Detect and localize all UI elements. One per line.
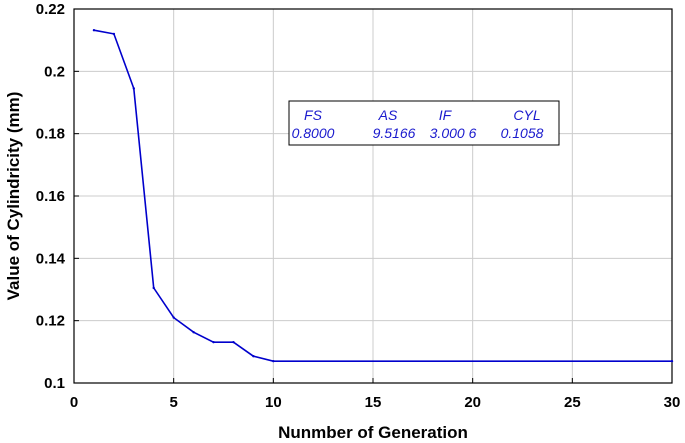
x-axis-title: Nunmber of Generation <box>278 423 468 442</box>
y-axis-title: Value of Cylindricity (mm) <box>4 92 23 301</box>
data-point <box>670 359 674 363</box>
y-tick-label: 0.16 <box>36 188 65 205</box>
data-point <box>132 87 135 90</box>
annotation-frame <box>288 100 560 146</box>
axis-ticks: 0 5 10 15 20 25 30 0.1 0.12 0.14 0.16 0.18 0.2 0.22 <box>36 1 681 411</box>
annotation-value-as: 9.5166 <box>373 125 416 141</box>
x-tick-label: 30 <box>664 394 681 411</box>
annotation-header-as: AS <box>378 107 398 123</box>
data-point <box>252 354 255 358</box>
x-tick-label: 20 <box>464 394 481 411</box>
annotation-header-if: IF <box>439 107 453 123</box>
series-group <box>92 28 674 363</box>
data-point <box>192 330 195 334</box>
y-tick-label: 0.18 <box>36 126 65 143</box>
annotation-value-cyl: 0.1058 <box>501 125 544 141</box>
grid <box>73 8 673 384</box>
data-point <box>272 359 275 363</box>
data-point <box>112 32 116 36</box>
y-tick-label: 0.12 <box>36 313 65 330</box>
x-tick-label: 0 <box>70 394 78 411</box>
y-tick-label: 0.14 <box>36 250 66 267</box>
x-tick-label: 25 <box>564 394 581 411</box>
data-point <box>172 316 175 319</box>
y-tick-label: 0.1 <box>44 375 65 392</box>
x-tick-label: 10 <box>265 394 282 411</box>
x-tick-label: 15 <box>365 394 382 411</box>
data-point <box>232 340 235 344</box>
data-point <box>212 340 215 344</box>
annotation-value-if: 3.000 6 <box>430 125 477 141</box>
y-tick-label: 0.22 <box>36 1 65 18</box>
annotation-header-cyl: CYL <box>513 107 540 123</box>
data-point <box>92 28 96 32</box>
annotation-value-fs: 0.8000 <box>292 125 335 141</box>
annotation-header-fs: FS <box>304 107 323 123</box>
parameter-annotation-box: FS AS IF CYL 0.8000 9.5166 3.000 6 0.105… <box>288 100 560 146</box>
x-tick-label: 5 <box>169 394 177 411</box>
y-tick-label: 0.2 <box>44 63 65 80</box>
data-point <box>152 286 155 290</box>
